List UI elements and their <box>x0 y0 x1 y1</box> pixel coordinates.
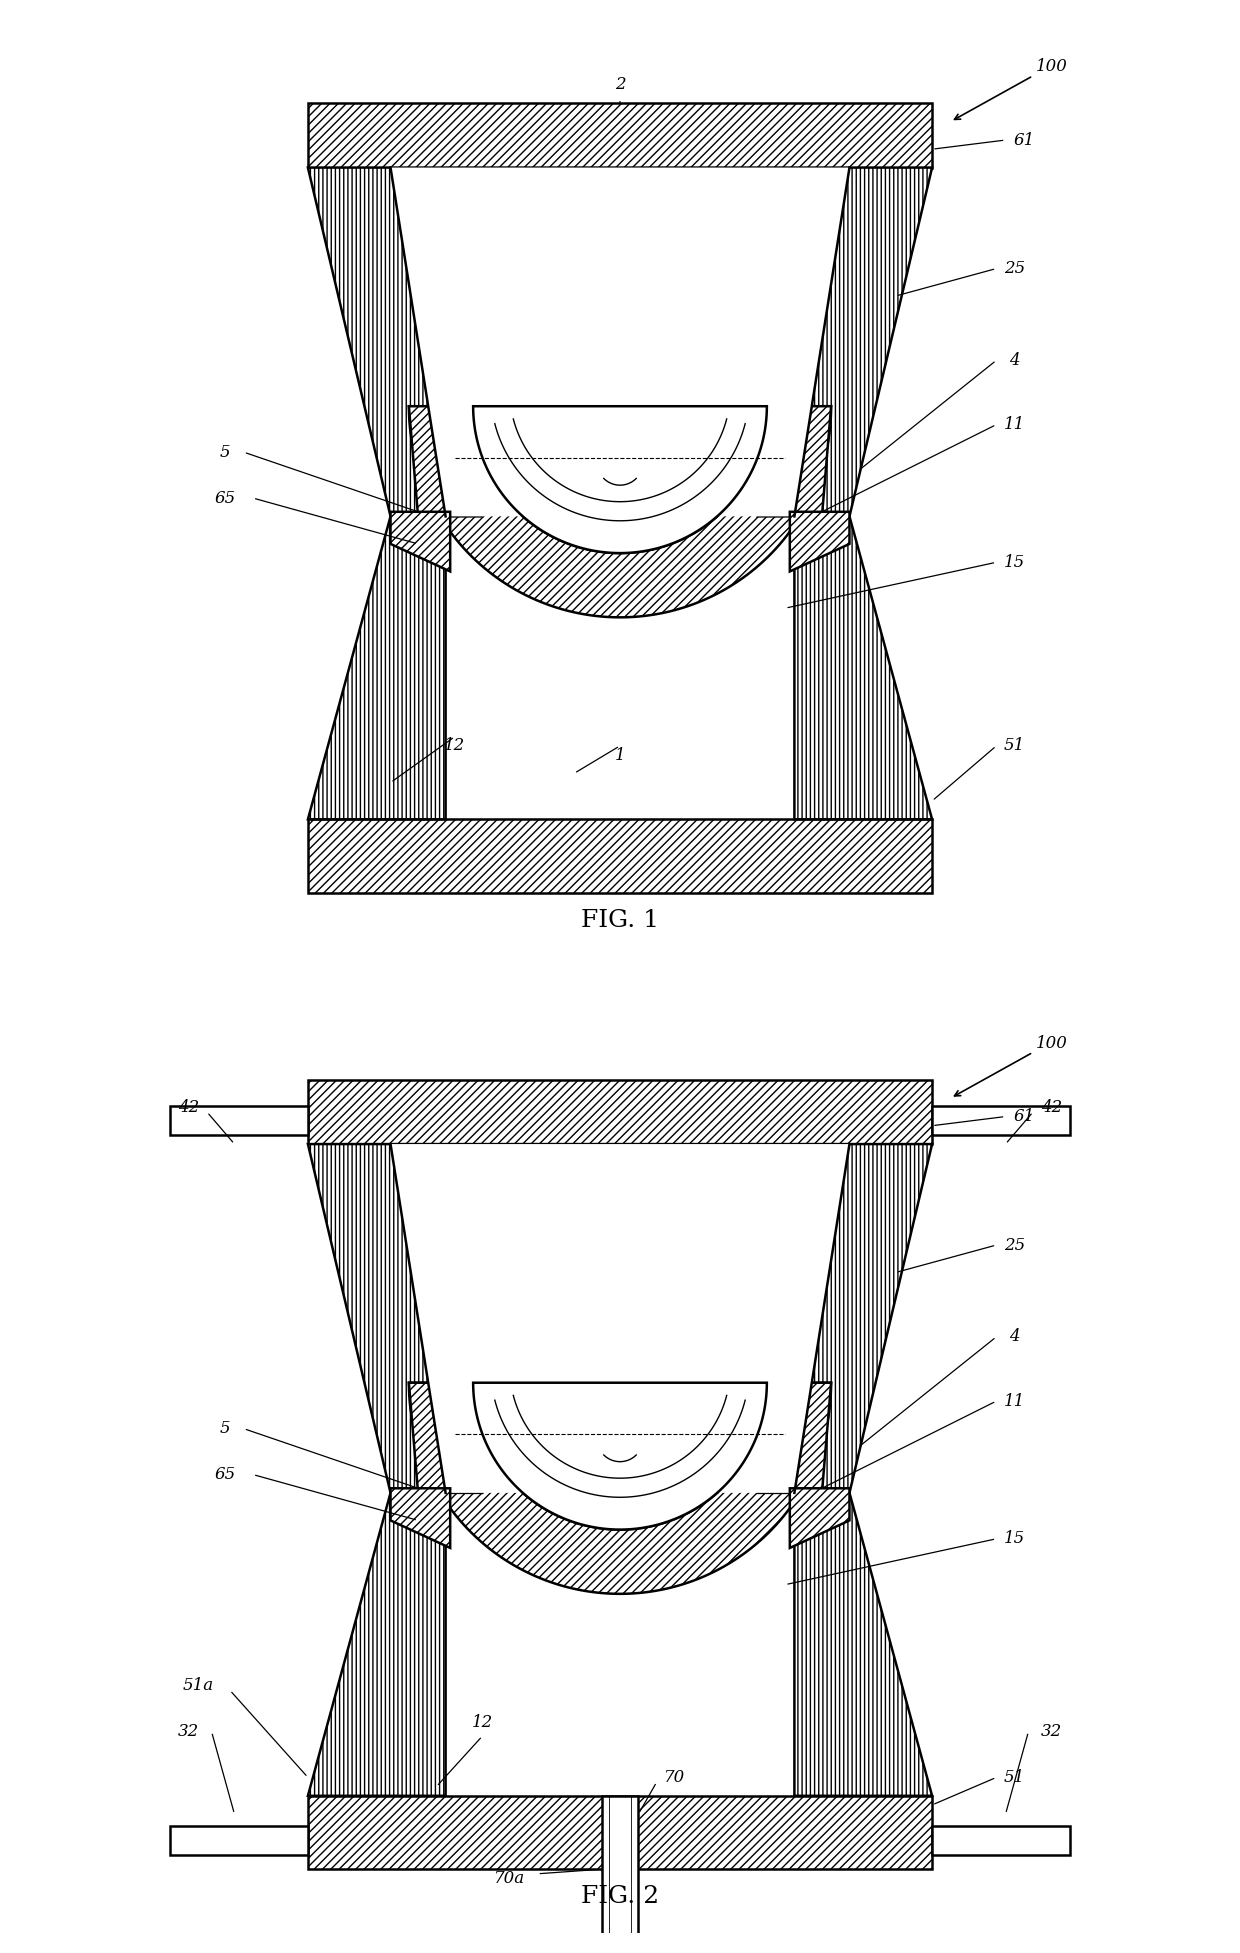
Text: 65: 65 <box>215 490 236 506</box>
Text: FIG. 2: FIG. 2 <box>580 1885 660 1908</box>
Polygon shape <box>308 820 932 893</box>
Text: 5: 5 <box>219 443 231 461</box>
Polygon shape <box>409 1383 482 1492</box>
Polygon shape <box>474 1383 766 1529</box>
Text: 70: 70 <box>665 1769 686 1785</box>
Polygon shape <box>391 512 450 572</box>
Bar <box>932 1105 1070 1135</box>
Polygon shape <box>409 406 831 617</box>
Polygon shape <box>790 512 849 572</box>
Polygon shape <box>308 1492 445 1797</box>
Text: 25: 25 <box>1004 1236 1025 1254</box>
Text: 11: 11 <box>1004 416 1025 434</box>
Bar <box>601 1797 639 1943</box>
Text: 4: 4 <box>1009 352 1021 369</box>
Polygon shape <box>758 406 831 516</box>
Text: 15: 15 <box>1004 1531 1025 1547</box>
Polygon shape <box>308 1144 932 1492</box>
Polygon shape <box>391 168 849 516</box>
Text: 42: 42 <box>179 1100 200 1115</box>
Text: 61: 61 <box>1013 1107 1034 1125</box>
Text: 12: 12 <box>444 738 465 754</box>
Bar <box>932 1826 1070 1855</box>
Polygon shape <box>795 516 932 820</box>
Polygon shape <box>795 1492 932 1797</box>
Text: 51: 51 <box>1004 1769 1025 1785</box>
Polygon shape <box>308 1797 932 1869</box>
Text: 51a: 51a <box>182 1678 213 1693</box>
Polygon shape <box>790 1488 849 1549</box>
Polygon shape <box>391 1488 450 1549</box>
Text: 5: 5 <box>219 1420 231 1437</box>
Polygon shape <box>391 1144 849 1492</box>
Polygon shape <box>474 406 766 553</box>
Text: 15: 15 <box>1004 555 1025 570</box>
Polygon shape <box>409 1383 831 1594</box>
Text: 70a: 70a <box>495 1869 526 1887</box>
Text: 12: 12 <box>471 1715 494 1730</box>
Text: 25: 25 <box>1004 260 1025 277</box>
Polygon shape <box>308 104 932 168</box>
Text: 4: 4 <box>1009 1328 1021 1346</box>
Text: 2: 2 <box>615 76 625 94</box>
Text: 65: 65 <box>215 1467 236 1482</box>
Text: 32: 32 <box>179 1723 200 1740</box>
Polygon shape <box>758 1383 831 1492</box>
Text: 11: 11 <box>1004 1392 1025 1410</box>
Text: 61: 61 <box>1013 131 1034 148</box>
Text: 1: 1 <box>615 746 625 764</box>
Bar <box>170 1826 308 1855</box>
Polygon shape <box>308 1080 932 1144</box>
Polygon shape <box>409 406 482 516</box>
Polygon shape <box>308 516 445 820</box>
Polygon shape <box>308 168 932 516</box>
Text: 100: 100 <box>1035 1035 1068 1051</box>
Text: FIG. 1: FIG. 1 <box>582 908 658 932</box>
Text: 32: 32 <box>1040 1723 1061 1740</box>
Bar <box>170 1105 308 1135</box>
Text: 42: 42 <box>1040 1100 1061 1115</box>
Text: 51: 51 <box>1004 738 1025 754</box>
Text: 100: 100 <box>1035 59 1068 74</box>
